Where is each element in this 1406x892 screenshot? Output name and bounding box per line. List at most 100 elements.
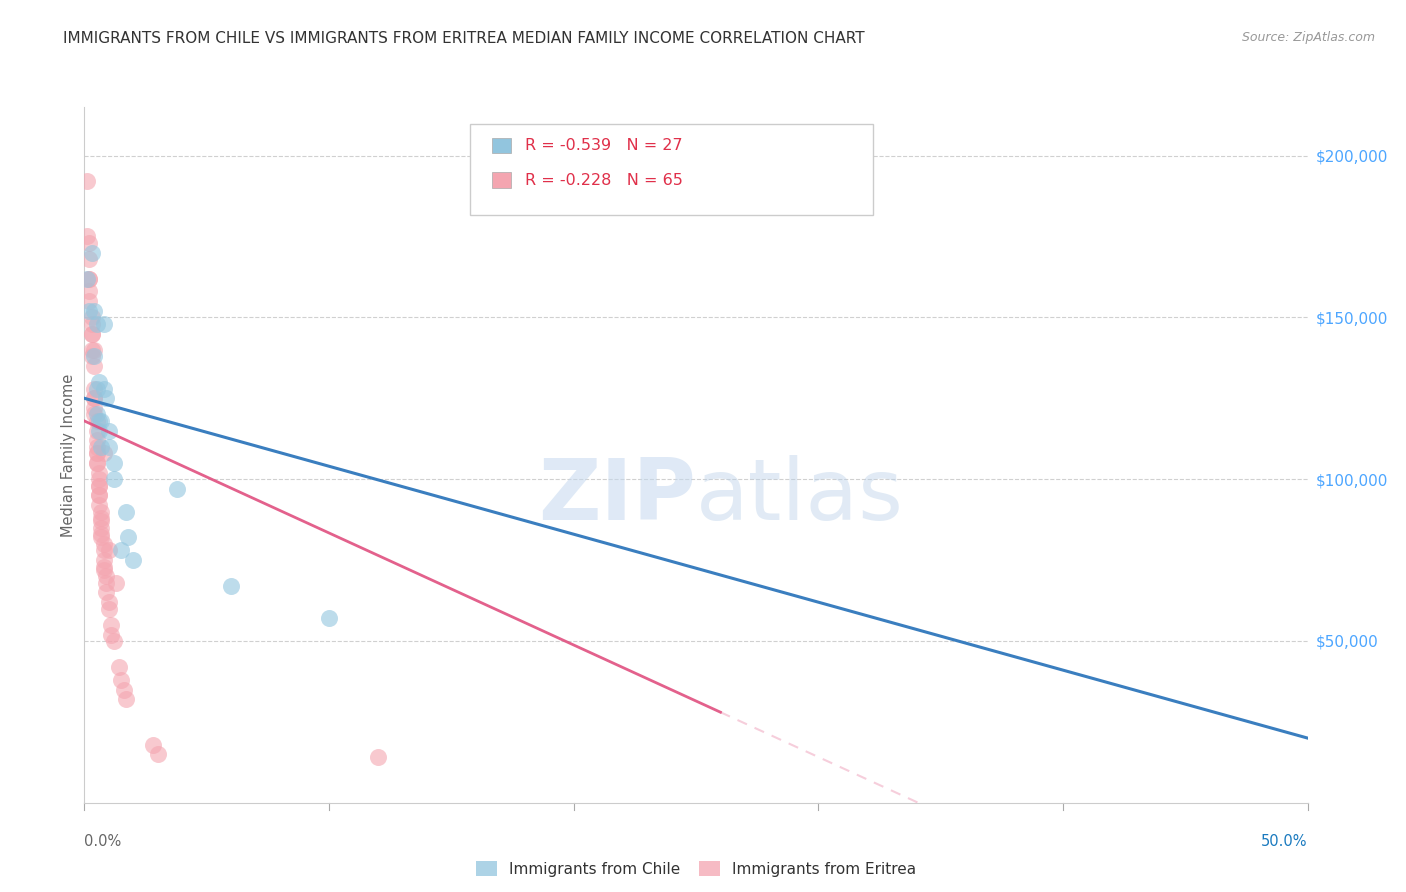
Point xyxy=(90,521,112,535)
Point xyxy=(83,392,105,406)
Point xyxy=(103,456,125,470)
Point xyxy=(97,595,120,609)
Point xyxy=(77,271,100,285)
Point xyxy=(90,531,112,545)
Point xyxy=(103,472,125,486)
Point xyxy=(86,382,108,396)
Point xyxy=(86,414,108,428)
FancyBboxPatch shape xyxy=(470,124,873,215)
Point xyxy=(110,673,132,687)
Point xyxy=(100,627,122,641)
Point xyxy=(115,692,138,706)
Point xyxy=(86,446,108,460)
Point xyxy=(93,537,115,551)
Point xyxy=(83,382,105,396)
Point xyxy=(83,343,105,357)
Point xyxy=(110,543,132,558)
Point xyxy=(367,750,389,764)
Point xyxy=(87,466,110,480)
Point xyxy=(97,543,120,558)
Point xyxy=(93,543,115,558)
Point xyxy=(105,575,128,590)
Point xyxy=(76,174,98,188)
FancyBboxPatch shape xyxy=(492,137,510,153)
Point xyxy=(86,446,108,460)
Point xyxy=(80,349,103,363)
Point xyxy=(80,317,103,331)
Point xyxy=(166,482,188,496)
Point xyxy=(97,601,120,615)
Point xyxy=(87,472,110,486)
Text: 50.0%: 50.0% xyxy=(1261,834,1308,849)
Point xyxy=(93,382,115,396)
Point xyxy=(142,738,165,752)
Point xyxy=(87,488,110,502)
Point xyxy=(83,349,105,363)
Point xyxy=(87,424,110,438)
Point xyxy=(87,478,110,492)
Y-axis label: Median Family Income: Median Family Income xyxy=(60,373,76,537)
Point xyxy=(87,414,110,428)
Text: Source: ZipAtlas.com: Source: ZipAtlas.com xyxy=(1241,31,1375,45)
Point xyxy=(93,559,115,574)
Point xyxy=(318,611,340,625)
Text: IMMIGRANTS FROM CHILE VS IMMIGRANTS FROM ERITREA MEDIAN FAMILY INCOME CORRELATIO: IMMIGRANTS FROM CHILE VS IMMIGRANTS FROM… xyxy=(63,31,865,46)
Point xyxy=(76,271,98,285)
Point xyxy=(90,440,112,454)
Point xyxy=(93,446,115,460)
Point xyxy=(103,634,125,648)
Text: 0.0%: 0.0% xyxy=(84,834,121,849)
Point xyxy=(77,285,100,299)
Point xyxy=(86,424,108,438)
Point xyxy=(76,229,98,244)
Point xyxy=(77,235,100,250)
Point xyxy=(86,456,108,470)
Point xyxy=(96,575,118,590)
Point xyxy=(86,408,108,422)
Point xyxy=(115,504,138,518)
Point xyxy=(87,498,110,512)
Point xyxy=(77,271,100,285)
Point xyxy=(90,514,112,528)
Point xyxy=(83,392,105,406)
Point xyxy=(117,531,139,545)
Point xyxy=(219,579,242,593)
Point xyxy=(86,456,108,470)
Point xyxy=(80,310,103,325)
Point xyxy=(86,434,108,448)
Legend: Immigrants from Chile, Immigrants from Eritrea: Immigrants from Chile, Immigrants from E… xyxy=(470,855,922,883)
Point xyxy=(97,424,120,438)
Point xyxy=(90,511,112,525)
Point xyxy=(86,440,108,454)
Point xyxy=(93,553,115,567)
FancyBboxPatch shape xyxy=(492,172,510,187)
Text: atlas: atlas xyxy=(696,455,904,538)
Point xyxy=(96,585,118,599)
Point xyxy=(83,304,105,318)
Point xyxy=(112,682,135,697)
Point xyxy=(77,252,100,267)
Point xyxy=(96,569,118,583)
Point xyxy=(83,359,105,373)
Point xyxy=(97,440,120,454)
Point xyxy=(80,245,103,260)
Point xyxy=(90,414,112,428)
Point xyxy=(146,747,169,762)
Point xyxy=(90,527,112,541)
Point xyxy=(87,478,110,492)
Point xyxy=(86,317,108,331)
Point xyxy=(122,553,145,567)
Point xyxy=(107,660,129,674)
Point xyxy=(90,504,112,518)
Point xyxy=(87,488,110,502)
Point xyxy=(80,343,103,357)
Text: ZIP: ZIP xyxy=(538,455,696,538)
Point xyxy=(87,375,110,389)
Point xyxy=(77,304,100,318)
Text: R = -0.539   N = 27: R = -0.539 N = 27 xyxy=(526,137,683,153)
Point xyxy=(96,392,118,406)
Text: R = -0.228   N = 65: R = -0.228 N = 65 xyxy=(526,172,683,187)
Point xyxy=(93,317,115,331)
Point xyxy=(100,617,122,632)
Point xyxy=(93,563,115,577)
